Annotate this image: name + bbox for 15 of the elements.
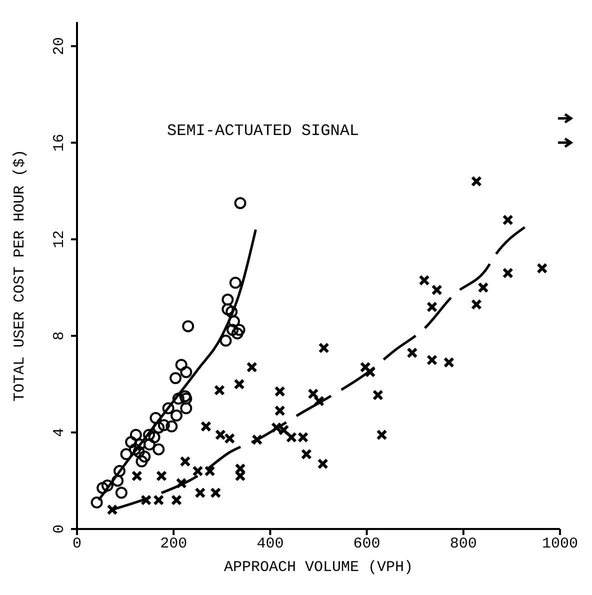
y-tick-label: 12 [51, 230, 68, 248]
y-tick-label: 0 [51, 524, 68, 534]
x-axis-title: APPROACH VOLUME (VPH) [224, 559, 414, 576]
text: SEMI-ACTUATED SIGNAL [167, 122, 360, 140]
x-tick-label: 400 [256, 536, 284, 553]
y-tick-label: 8 [51, 331, 68, 340]
x-tick-label: 200 [160, 536, 188, 553]
y-tick-label: 20 [51, 37, 68, 56]
y-axis-title: TOTAL USER COST PER HOUR ($) [11, 149, 28, 402]
x-tick-label: 0 [72, 536, 82, 553]
y-tick-label: 4 [51, 428, 68, 437]
x-tick-label: 1000 [542, 536, 578, 553]
x-tick-label: 600 [353, 536, 380, 553]
x-tick-label: 800 [450, 536, 477, 553]
y-tick-label: 16 [51, 134, 68, 152]
